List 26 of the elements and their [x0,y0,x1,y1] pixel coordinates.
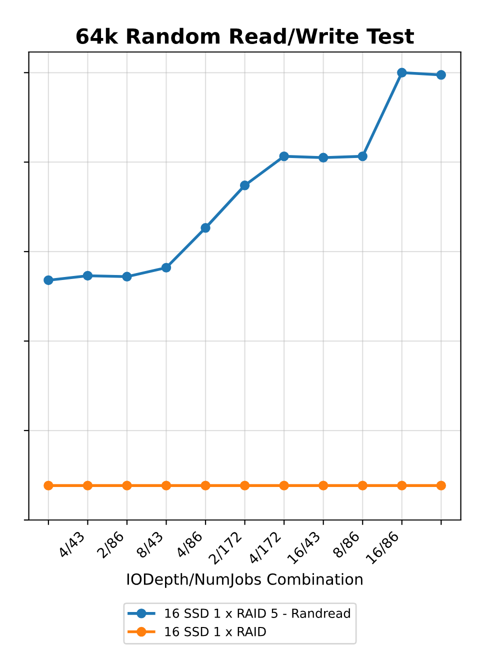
point [318,152,328,163]
point [279,151,289,162]
point [318,480,328,490]
point [358,480,368,490]
point [122,272,132,282]
point [436,480,446,490]
point [44,275,54,286]
point [200,480,210,490]
point [44,480,54,490]
point [436,70,446,80]
point [397,68,407,78]
x-axis-title: IODepth/NumJobs Combination [127,573,362,588]
point [240,480,250,490]
legend-label: 16 SSD 1 x RAID [165,626,266,636]
point [279,480,289,490]
point [240,180,250,190]
chart-title: 64k Random Read/Write Test [76,28,414,46]
point [358,151,368,162]
point [200,223,210,233]
point [82,270,93,281]
point [122,480,132,490]
point [397,480,407,490]
point [161,480,172,490]
legend-label: 16 SSD 1 x RAID 5 - Randread [165,608,350,618]
point [82,480,93,490]
point [161,262,172,273]
